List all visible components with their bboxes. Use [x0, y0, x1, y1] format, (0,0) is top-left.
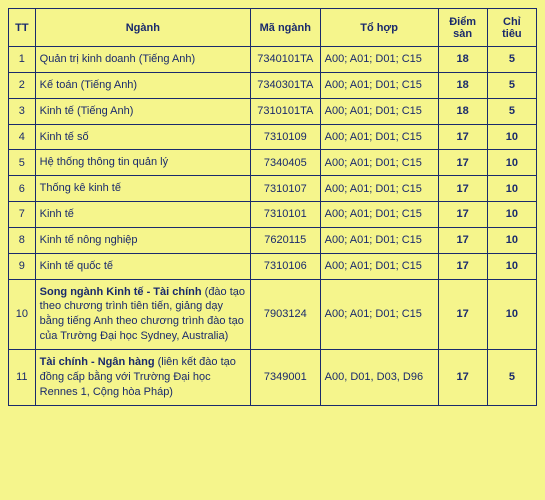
table-header-row: TTNgànhMã ngànhTổ hợpĐiểm sànChỉ tiêu — [9, 9, 537, 47]
col-header-nganh: Ngành — [35, 9, 250, 47]
cell-nganh: Hệ thống thông tin quản lý — [35, 150, 250, 176]
table-row: 7Kinh tế7310101A00; A01; D01; C151710 — [9, 202, 537, 228]
cell-ma: 7310109 — [250, 124, 320, 150]
cell-diem: 18 — [438, 47, 487, 73]
cell-diem: 17 — [438, 279, 487, 349]
col-header-tohop: Tổ hợp — [320, 9, 438, 47]
cell-tohop: A00; A01; D01; C15 — [320, 47, 438, 73]
cell-tohop: A00; A01; D01; C15 — [320, 150, 438, 176]
col-header-chitieu: Chỉ tiêu — [487, 9, 536, 47]
cell-chitieu: 5 — [487, 98, 536, 124]
cell-nganh: Kinh tế (Tiếng Anh) — [35, 98, 250, 124]
cell-nganh: Kinh tế nông nghiệp — [35, 227, 250, 253]
cell-ma: 7349001 — [250, 349, 320, 405]
cell-chitieu: 10 — [487, 279, 536, 349]
nganh-bold: Tài chính - Ngân hàng — [40, 356, 155, 368]
cell-tt: 8 — [9, 227, 36, 253]
cell-tohop: A00, D01, D03, D96 — [320, 349, 438, 405]
col-header-ma: Mã ngành — [250, 9, 320, 47]
cell-chitieu: 10 — [487, 150, 536, 176]
cell-nganh: Tài chính - Ngân hàng (liên kết đào tạo … — [35, 349, 250, 405]
cell-nganh: Kinh tế số — [35, 124, 250, 150]
cell-diem: 18 — [438, 98, 487, 124]
cell-diem: 17 — [438, 176, 487, 202]
cell-ma: 7340405 — [250, 150, 320, 176]
cell-tt: 4 — [9, 124, 36, 150]
admissions-table: TTNgànhMã ngànhTổ hợpĐiểm sànChỉ tiêu 1Q… — [8, 8, 537, 406]
cell-ma: 7340301TA — [250, 72, 320, 98]
cell-ma: 7310107 — [250, 176, 320, 202]
cell-tohop: A00; A01; D01; C15 — [320, 124, 438, 150]
cell-ma: 7903124 — [250, 279, 320, 349]
cell-diem: 18 — [438, 72, 487, 98]
cell-ma: 7620115 — [250, 227, 320, 253]
cell-chitieu: 10 — [487, 227, 536, 253]
cell-ma: 7310101 — [250, 202, 320, 228]
cell-tt: 9 — [9, 253, 36, 279]
cell-diem: 17 — [438, 253, 487, 279]
table-row: 1Quản trị kinh doanh (Tiếng Anh)7340101T… — [9, 47, 537, 73]
cell-tohop: A00; A01; D01; C15 — [320, 72, 438, 98]
cell-ma: 7310106 — [250, 253, 320, 279]
table-row: 6Thống kê kinh tế7310107A00; A01; D01; C… — [9, 176, 537, 202]
table-row: 2Kế toán (Tiếng Anh)7340301TAA00; A01; D… — [9, 72, 537, 98]
cell-chitieu: 10 — [487, 176, 536, 202]
cell-tt: 10 — [9, 279, 36, 349]
cell-chitieu: 10 — [487, 124, 536, 150]
table-row: 9Kinh tế quốc tế7310106A00; A01; D01; C1… — [9, 253, 537, 279]
cell-tohop: A00; A01; D01; C15 — [320, 176, 438, 202]
table-row: 10Song ngành Kinh tế - Tài chính (đào tạ… — [9, 279, 537, 349]
cell-nganh: Kế toán (Tiếng Anh) — [35, 72, 250, 98]
cell-tohop: A00; A01; D01; C15 — [320, 253, 438, 279]
cell-ma: 7310101TA — [250, 98, 320, 124]
table-row: 11Tài chính - Ngân hàng (liên kết đào tạ… — [9, 349, 537, 405]
nganh-bold: Song ngành Kinh tế - Tài chính — [40, 286, 202, 298]
table-row: 5Hệ thống thông tin quản lý7340405A00; A… — [9, 150, 537, 176]
cell-chitieu: 10 — [487, 253, 536, 279]
cell-ma: 7340101TA — [250, 47, 320, 73]
cell-tohop: A00; A01; D01; C15 — [320, 98, 438, 124]
cell-chitieu: 5 — [487, 47, 536, 73]
cell-diem: 17 — [438, 150, 487, 176]
cell-tt: 6 — [9, 176, 36, 202]
cell-tt: 5 — [9, 150, 36, 176]
cell-tt: 11 — [9, 349, 36, 405]
cell-diem: 17 — [438, 124, 487, 150]
cell-tt: 3 — [9, 98, 36, 124]
cell-tt: 7 — [9, 202, 36, 228]
cell-diem: 17 — [438, 202, 487, 228]
cell-chitieu: 5 — [487, 349, 536, 405]
table-row: 8Kinh tế nông nghiệp7620115A00; A01; D01… — [9, 227, 537, 253]
cell-diem: 17 — [438, 227, 487, 253]
cell-nganh: Kinh tế quốc tế — [35, 253, 250, 279]
cell-nganh: Quản trị kinh doanh (Tiếng Anh) — [35, 47, 250, 73]
table-row: 3Kinh tế (Tiếng Anh)7310101TAA00; A01; D… — [9, 98, 537, 124]
table-row: 4Kinh tế số7310109A00; A01; D01; C151710 — [9, 124, 537, 150]
cell-chitieu: 5 — [487, 72, 536, 98]
cell-tohop: A00; A01; D01; C15 — [320, 202, 438, 228]
cell-tohop: A00; A01; D01; C15 — [320, 227, 438, 253]
cell-nganh: Thống kê kinh tế — [35, 176, 250, 202]
cell-diem: 17 — [438, 349, 487, 405]
cell-tt: 1 — [9, 47, 36, 73]
cell-tt: 2 — [9, 72, 36, 98]
cell-tohop: A00; A01; D01; C15 — [320, 279, 438, 349]
col-header-diem: Điểm sàn — [438, 9, 487, 47]
col-header-tt: TT — [9, 9, 36, 47]
cell-chitieu: 10 — [487, 202, 536, 228]
cell-nganh: Kinh tế — [35, 202, 250, 228]
cell-nganh: Song ngành Kinh tế - Tài chính (đào tạo … — [35, 279, 250, 349]
